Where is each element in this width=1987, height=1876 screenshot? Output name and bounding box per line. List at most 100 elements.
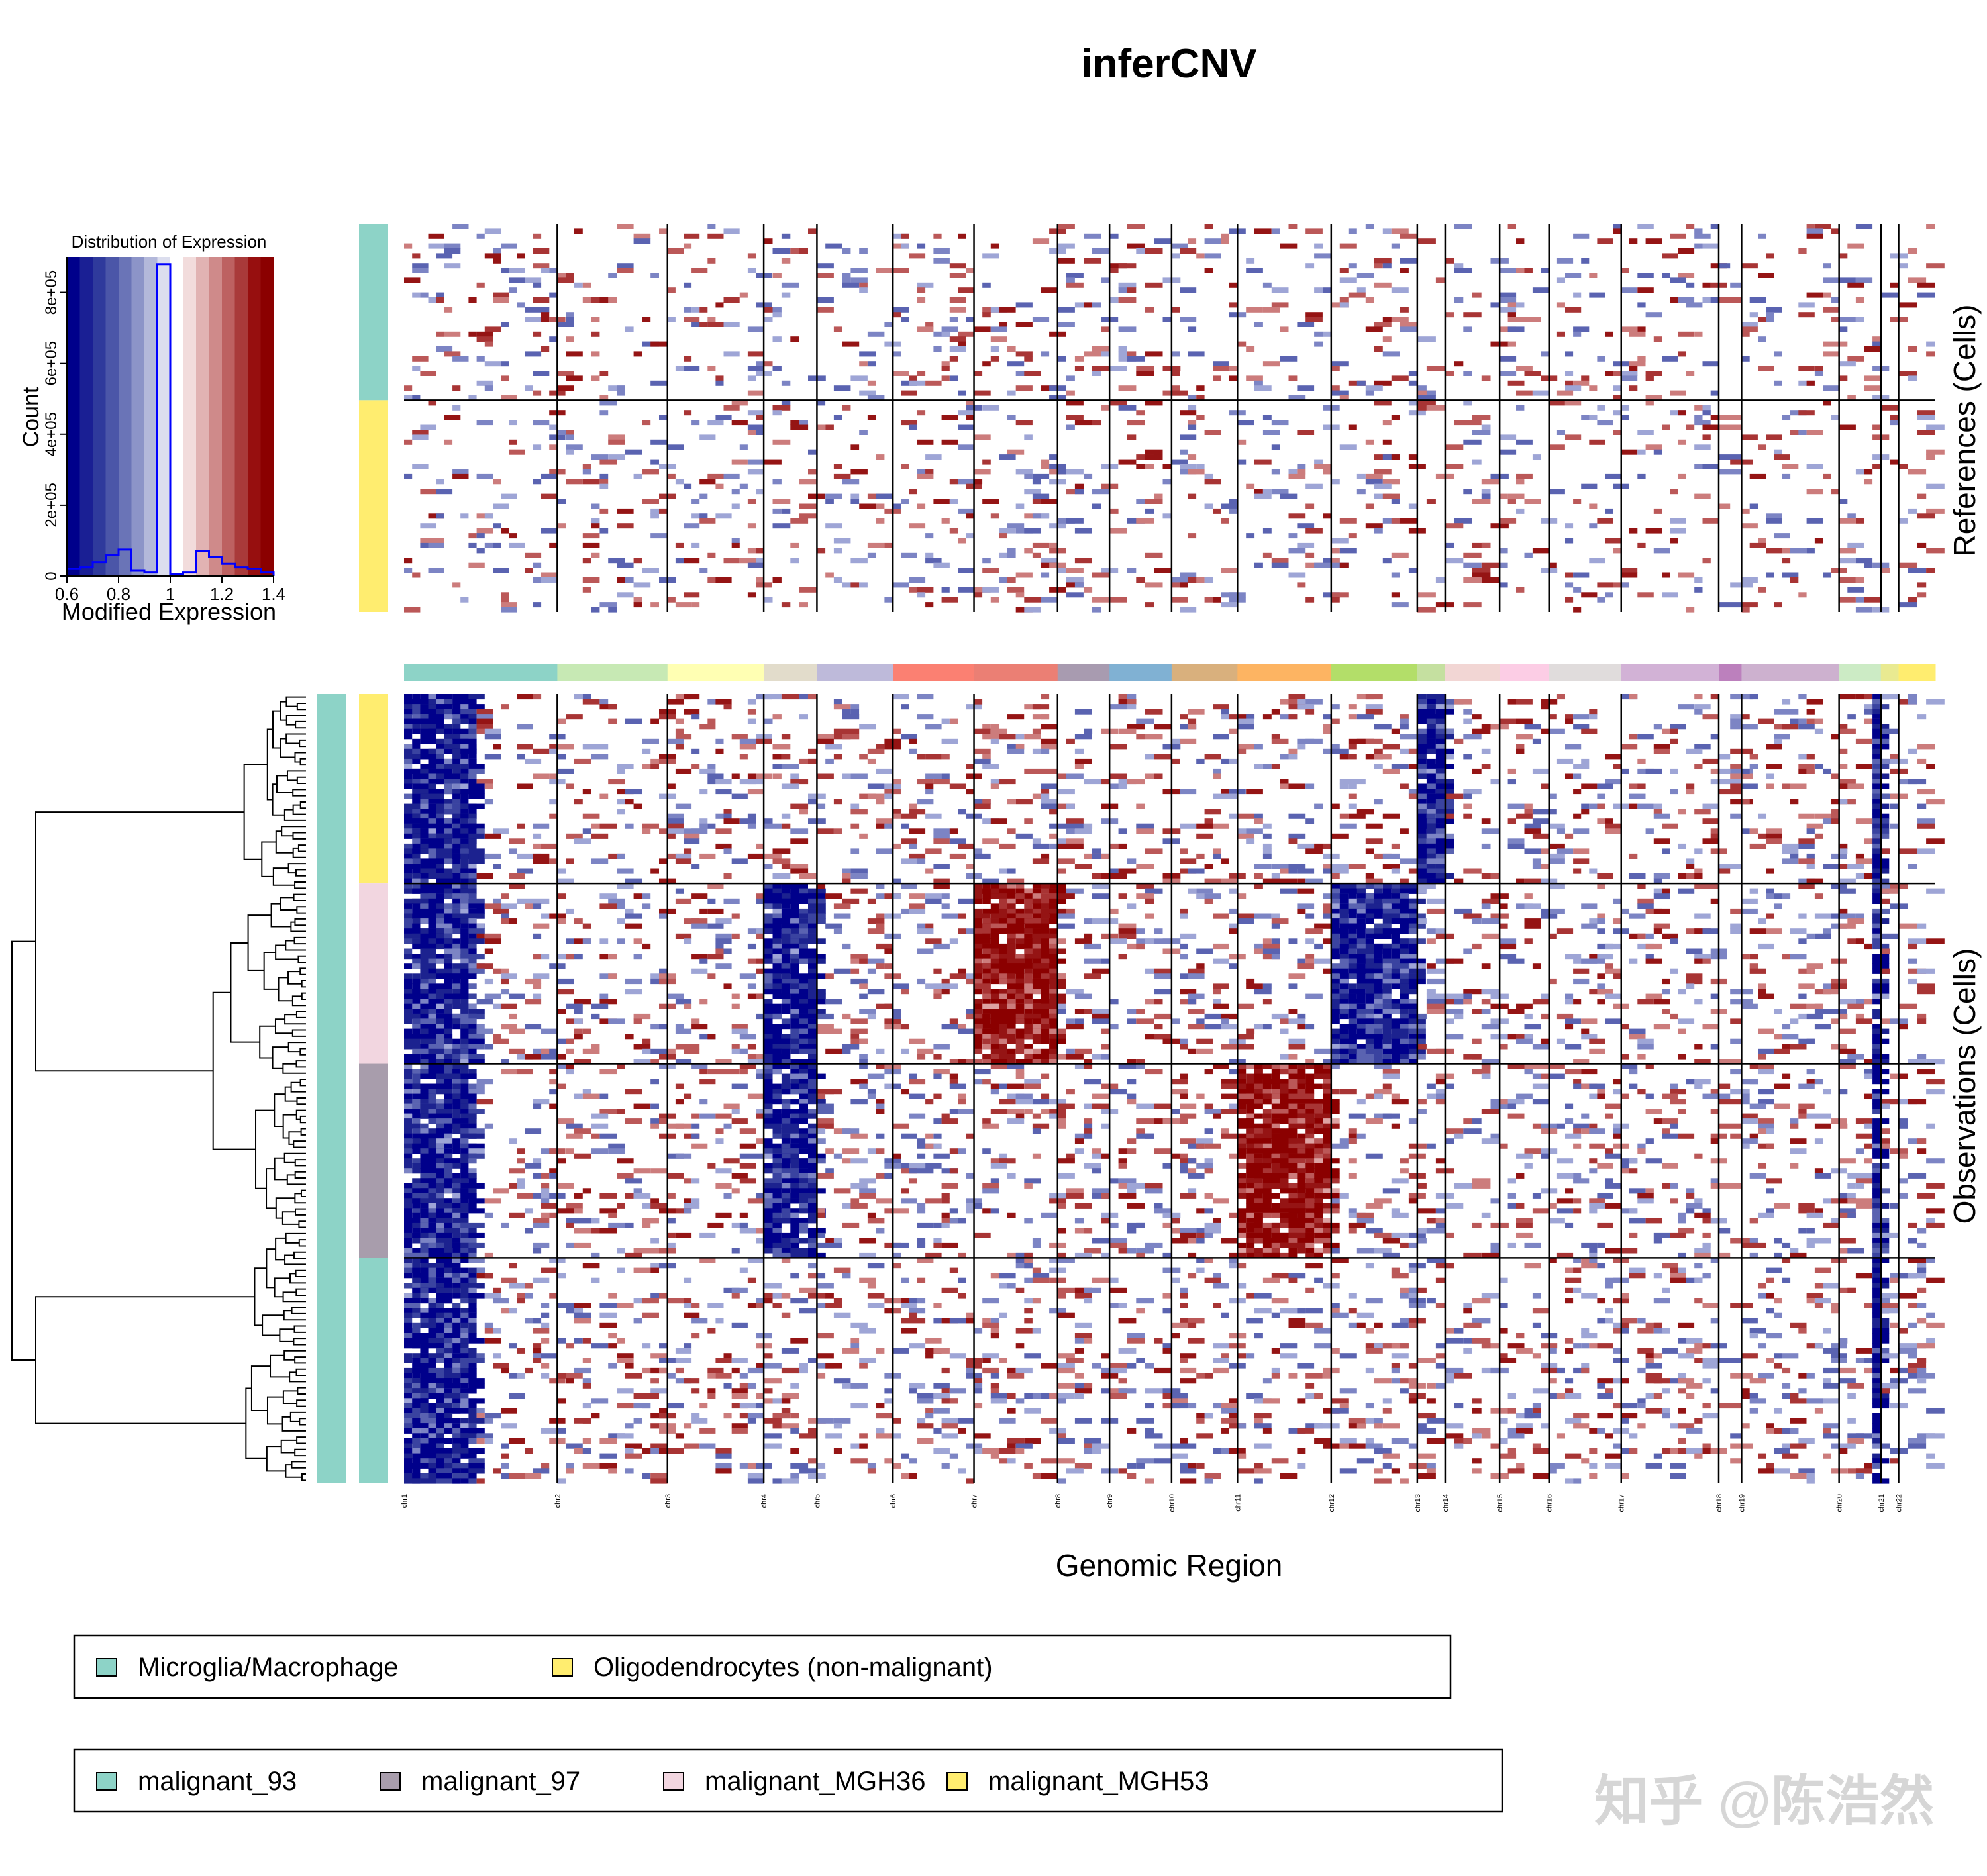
cnv-cell xyxy=(1339,983,1349,989)
cnv-cell xyxy=(1463,709,1472,715)
cnv-cell xyxy=(1798,380,1815,386)
cnv-cell xyxy=(747,592,756,598)
cnv-cell xyxy=(799,809,808,815)
cnv-cell xyxy=(468,1048,477,1054)
cnv-cell xyxy=(1524,1024,1541,1030)
cnv-cell xyxy=(1481,375,1491,381)
cnv-cell xyxy=(1374,764,1383,769)
cnv-cell xyxy=(493,542,501,548)
cnv-cell xyxy=(1408,568,1417,573)
cnv-cell xyxy=(1024,968,1033,974)
cnv-cell xyxy=(1254,380,1263,386)
cnv-cell xyxy=(444,823,453,829)
cnv-cell xyxy=(444,1059,453,1065)
cnv-cell xyxy=(999,954,1016,960)
cnv-cell xyxy=(404,843,413,849)
cnv-cell xyxy=(1237,459,1247,465)
cnv-cell xyxy=(799,1003,808,1009)
cnv-cell xyxy=(1049,833,1058,839)
cnv-cell xyxy=(404,963,413,969)
cnv-cell xyxy=(1686,282,1695,288)
cnv-cell xyxy=(707,773,724,779)
cnv-cell xyxy=(1339,999,1349,1005)
cnv-cell xyxy=(1678,439,1686,445)
cnv-cell xyxy=(990,933,999,939)
cnv-cell xyxy=(1686,864,1695,869)
cnv-cell xyxy=(739,738,756,744)
cnv-cell xyxy=(1262,999,1272,1005)
cnv-cell xyxy=(974,469,991,475)
cnv-cell xyxy=(1426,843,1436,849)
cnv-cell xyxy=(781,993,791,999)
cnv-cell xyxy=(1154,989,1172,995)
cnv-cell xyxy=(933,968,942,974)
cnv-cell xyxy=(949,317,958,322)
cnv-cell xyxy=(452,864,461,869)
cnv-cell xyxy=(1839,577,1856,583)
cnv-cell xyxy=(982,888,999,894)
cnv-cell xyxy=(1288,375,1298,381)
cnv-cell xyxy=(808,1034,817,1040)
cnv-cell xyxy=(549,773,558,779)
cnv-cell xyxy=(1041,744,1058,750)
cnv-cell xyxy=(1101,1054,1110,1060)
cnv-cell xyxy=(452,768,461,774)
cnv-cell xyxy=(1532,999,1549,1005)
cnv-cell xyxy=(444,724,453,730)
cnv-cell xyxy=(625,718,642,724)
cnv-cell xyxy=(808,933,817,939)
cnv-cell xyxy=(1524,828,1541,834)
cnv-cell xyxy=(1864,469,1873,475)
cnv-cell xyxy=(1556,1013,1574,1020)
cnv-cell xyxy=(1435,868,1445,874)
cnv-cell xyxy=(764,459,782,465)
cnv-cell xyxy=(1041,287,1058,293)
cnv-cell xyxy=(1365,390,1374,396)
cnv-cell xyxy=(1463,439,1482,445)
cnv-cell xyxy=(566,833,583,839)
cnv-cell xyxy=(1463,734,1482,740)
cnv-cell xyxy=(1581,903,1598,909)
cnv-cell xyxy=(1254,818,1263,824)
cnv-cell xyxy=(468,848,485,854)
cnv-cell xyxy=(859,361,868,367)
cnv-cell xyxy=(982,499,999,504)
cnv-cell xyxy=(404,277,421,283)
cnv-cell xyxy=(1573,292,1582,298)
cnv-cell xyxy=(893,878,901,884)
cnv-cell xyxy=(420,999,429,1005)
cnv-cell xyxy=(1839,779,1856,785)
chromosome-band-chr8 xyxy=(1057,664,1110,681)
cnv-cell xyxy=(808,748,817,754)
cnv-cell xyxy=(1229,928,1238,934)
cnv-cell xyxy=(1254,322,1263,327)
cnv-cell xyxy=(1356,943,1366,950)
cnv-cell xyxy=(460,903,469,909)
cnv-cell xyxy=(1426,809,1436,815)
cnv-cell xyxy=(1589,1048,1605,1054)
cnv-cell xyxy=(1288,748,1298,754)
cnv-cell xyxy=(1917,410,1935,416)
cnv-cell xyxy=(1180,607,1197,613)
dendrogram-branch xyxy=(299,1048,306,1056)
cnv-cell xyxy=(867,748,885,754)
cnv-cell xyxy=(1831,228,1839,234)
cnv-cell xyxy=(1024,903,1033,909)
cnv-cell xyxy=(1305,562,1323,568)
cnv-cell xyxy=(1589,868,1598,874)
cnv-cell xyxy=(990,728,1007,734)
cnv-cell xyxy=(764,361,773,367)
cnv-cell xyxy=(582,587,591,593)
cnv-cell xyxy=(1365,993,1374,999)
cnv-cell xyxy=(707,322,724,327)
cnv-cell xyxy=(1597,818,1605,824)
cnv-cell xyxy=(1180,1044,1188,1050)
cnv-cell xyxy=(909,843,917,849)
cnv-cell xyxy=(509,918,517,924)
cnv-cell xyxy=(591,1044,600,1050)
cnv-cell xyxy=(808,758,817,764)
cnv-cell xyxy=(859,1038,868,1044)
cnv-cell xyxy=(1589,439,1605,445)
cnv-cell xyxy=(468,779,477,785)
cnv-cell xyxy=(501,597,509,603)
